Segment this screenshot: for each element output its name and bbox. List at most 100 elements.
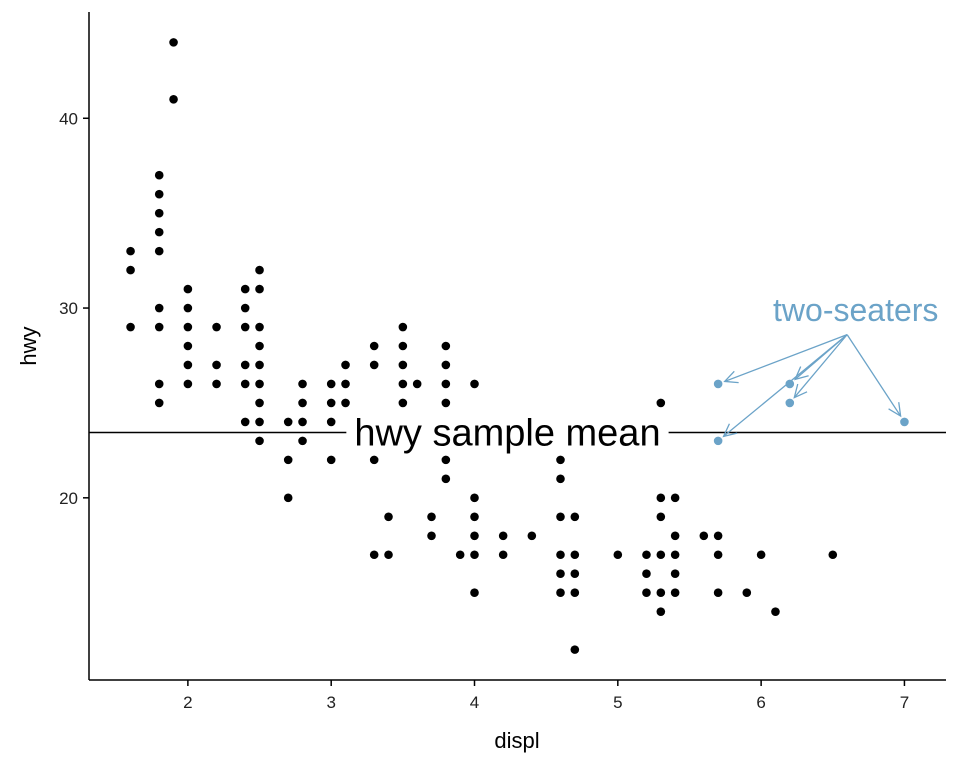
data-point bbox=[154, 379, 164, 389]
annotation-arrowhead bbox=[723, 370, 739, 384]
data-point bbox=[470, 379, 479, 389]
data-point bbox=[441, 455, 451, 465]
data-point bbox=[154, 170, 164, 180]
data-point bbox=[470, 588, 479, 598]
x-axis-ticks: 2 3 4 5 6 7 bbox=[183, 680, 909, 712]
data-point bbox=[255, 284, 264, 294]
data-point bbox=[326, 455, 336, 465]
data-point bbox=[556, 588, 565, 598]
y-axis-title: hwy bbox=[16, 326, 41, 365]
data-point bbox=[427, 531, 436, 541]
data-point bbox=[656, 398, 666, 408]
x-tick-label: 3 bbox=[326, 693, 335, 712]
data-point bbox=[642, 588, 651, 598]
data-point bbox=[326, 379, 336, 389]
data-point bbox=[240, 360, 250, 370]
data-point bbox=[670, 569, 680, 579]
data-point bbox=[470, 550, 479, 560]
data-point bbox=[255, 360, 264, 370]
data-point bbox=[441, 379, 451, 389]
data-point bbox=[527, 531, 537, 541]
data-point bbox=[398, 341, 408, 351]
mean-line-layer: hwy sample mean bbox=[89, 408, 946, 455]
data-point bbox=[713, 531, 723, 541]
data-point bbox=[154, 246, 164, 256]
data-point bbox=[369, 455, 379, 465]
data-point bbox=[183, 303, 193, 313]
data-point bbox=[670, 493, 680, 503]
data-point bbox=[326, 398, 336, 408]
data-point bbox=[126, 246, 135, 256]
two-seater-point bbox=[785, 379, 795, 389]
data-point bbox=[398, 398, 408, 408]
y-tick-label: 30 bbox=[59, 299, 78, 318]
data-point bbox=[470, 531, 479, 541]
data-point bbox=[470, 512, 479, 522]
x-axis-title: displ bbox=[494, 728, 539, 753]
data-point bbox=[169, 38, 178, 47]
annotation-arrowhead bbox=[722, 423, 738, 438]
data-point bbox=[570, 588, 580, 598]
data-point bbox=[255, 417, 264, 427]
data-point bbox=[556, 569, 565, 579]
data-point bbox=[369, 550, 379, 560]
data-point bbox=[498, 550, 508, 560]
data-point bbox=[398, 322, 408, 332]
data-point bbox=[828, 550, 838, 560]
data-point bbox=[341, 379, 350, 389]
data-point bbox=[470, 493, 479, 503]
x-tick-label: 4 bbox=[470, 693, 479, 712]
data-point bbox=[427, 512, 436, 522]
data-point bbox=[556, 474, 565, 484]
data-point bbox=[154, 208, 164, 218]
data-point bbox=[756, 550, 766, 560]
data-point bbox=[255, 379, 264, 389]
data-point bbox=[255, 265, 264, 275]
points-layer bbox=[126, 38, 909, 654]
data-point bbox=[183, 322, 193, 332]
data-point bbox=[670, 550, 680, 560]
data-point bbox=[154, 322, 164, 332]
x-tick-label: 6 bbox=[756, 693, 765, 712]
data-point bbox=[656, 512, 666, 522]
data-point bbox=[326, 417, 336, 427]
data-point bbox=[556, 550, 565, 560]
data-point bbox=[398, 360, 408, 370]
data-point bbox=[441, 341, 451, 351]
data-point bbox=[169, 94, 178, 104]
data-point bbox=[212, 322, 221, 332]
data-point bbox=[283, 493, 293, 503]
data-point bbox=[570, 550, 580, 560]
data-point bbox=[613, 550, 623, 560]
data-point bbox=[369, 360, 379, 370]
data-point bbox=[212, 360, 221, 370]
annotation-arrow bbox=[794, 334, 848, 380]
data-point bbox=[384, 550, 393, 560]
data-point bbox=[298, 398, 307, 408]
annotation-arrowhead bbox=[888, 402, 902, 418]
data-point bbox=[656, 550, 666, 560]
data-point bbox=[398, 379, 408, 389]
two-seater-point bbox=[900, 417, 909, 427]
annotation-arrowhead bbox=[793, 383, 808, 399]
data-point bbox=[570, 645, 580, 654]
data-point bbox=[713, 588, 723, 598]
data-point bbox=[255, 322, 264, 332]
annotation-arrow bbox=[793, 334, 848, 398]
data-point bbox=[341, 360, 350, 370]
data-point bbox=[670, 531, 680, 541]
two-seater-point bbox=[785, 398, 795, 408]
data-point bbox=[369, 341, 379, 351]
x-tick-label: 5 bbox=[613, 693, 622, 712]
data-point bbox=[255, 436, 264, 446]
data-point bbox=[742, 588, 752, 598]
data-point bbox=[441, 474, 451, 484]
data-point bbox=[642, 569, 651, 579]
annotation-arrow bbox=[724, 334, 848, 383]
data-point bbox=[154, 189, 164, 199]
two-seater-point bbox=[713, 436, 723, 446]
x-tick-label: 2 bbox=[183, 693, 192, 712]
data-point bbox=[656, 493, 666, 503]
data-point bbox=[441, 398, 451, 408]
